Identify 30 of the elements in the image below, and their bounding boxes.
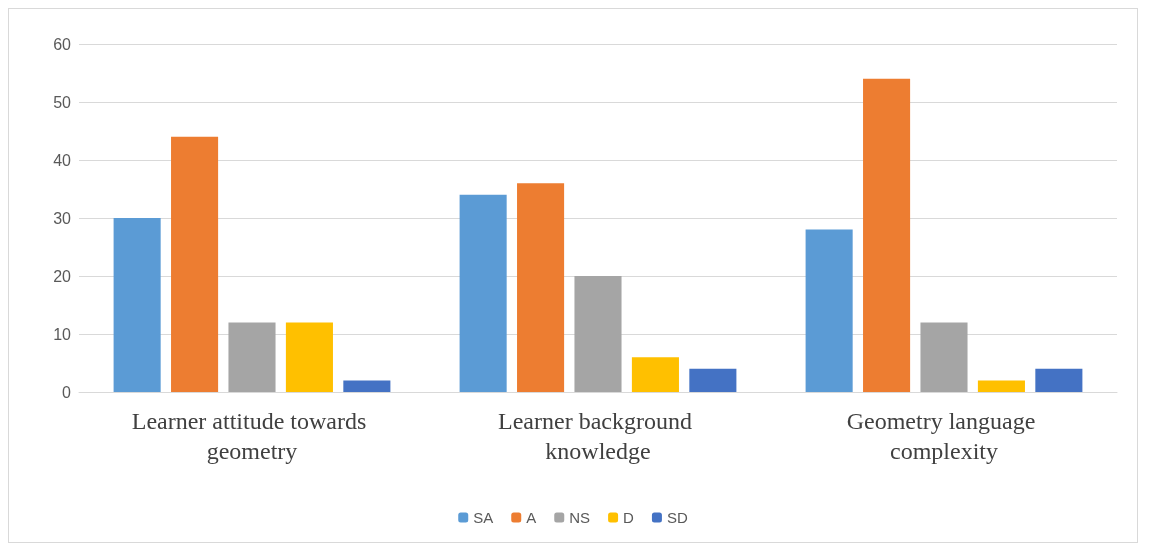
bar [113,218,161,392]
y-tick-label: 40 [53,151,72,169]
bar [285,322,333,392]
bar [574,276,622,392]
y-tick-label: 30 [53,209,72,227]
bar [863,78,911,392]
bar [631,357,679,392]
y-tick-label: 60 [53,35,72,53]
bar [977,380,1025,392]
bar [689,368,737,392]
y-tick-label: 10 [53,325,72,343]
y-tick-label: 20 [53,267,72,285]
bar [459,194,507,392]
legend-label: A [526,509,537,526]
x-tick-label: Learner attitude towards geometry [131,408,373,464]
legend-label: D [623,509,635,526]
y-tick-label: 50 [53,93,72,111]
legend-label: SD [666,509,688,526]
legend-label: SA [473,509,494,526]
bar [517,183,565,392]
x-tick-label: Geometry language complexity [846,408,1042,464]
legend-label: NS [569,509,591,526]
y-tick-label: 0 [62,383,72,401]
bar [1035,368,1083,392]
bar [343,380,391,392]
bar [805,229,853,392]
bar [171,136,219,392]
x-tick-label: Learner background knowledge [498,408,698,464]
bar [920,322,968,392]
bar [228,322,276,392]
